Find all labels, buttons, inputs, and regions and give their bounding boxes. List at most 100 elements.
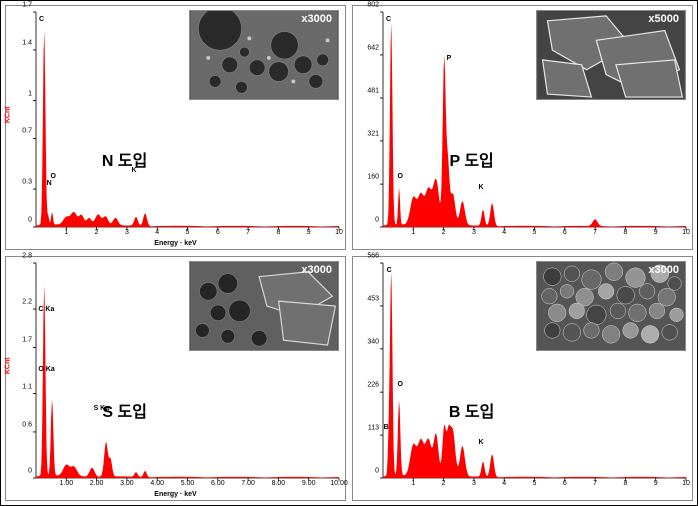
x-tick-label: 7.00 <box>241 480 255 487</box>
x-tick-label: 10 <box>682 229 690 236</box>
x-tick-label: 1 <box>411 480 415 487</box>
y-tick-label: 0 <box>28 468 32 475</box>
x-tick-label: 6 <box>563 229 567 236</box>
x-tick-label: 6 <box>563 480 567 487</box>
peak-label: C <box>39 16 44 23</box>
x-tick-label: 5 <box>533 480 537 487</box>
x-tick-label: 1 <box>411 229 415 236</box>
y-tick-label: 1.7 <box>22 337 32 344</box>
y-tick-label: 160 <box>367 174 379 181</box>
panel-title: S 도입 <box>102 398 147 422</box>
y-axis-label: KCnt <box>5 357 12 374</box>
y-tick-label: 113 <box>368 425 379 432</box>
x-tick-label: 8 <box>276 229 280 236</box>
peak-label: O <box>398 381 403 388</box>
sem-inset-image: x3000 <box>189 261 339 351</box>
x-tick-label: 4 <box>155 229 159 236</box>
peak-label: K <box>478 184 483 191</box>
x-tick-label: 9 <box>307 229 311 236</box>
peak-label: C <box>387 267 392 274</box>
x-tick-label: 8 <box>623 480 627 487</box>
x-tick-label: 1.00 <box>59 480 73 487</box>
x-tick-label: 8.00 <box>272 480 286 487</box>
x-tick-label: 5.00 <box>181 480 195 487</box>
magnification-label: x3000 <box>301 13 332 25</box>
y-tick-label: 0 <box>375 217 379 224</box>
y-tick-label: 0.6 <box>22 421 32 428</box>
y-tick-label: 340 <box>367 338 379 345</box>
y-tick-label: 2.8 <box>22 253 32 260</box>
y-axis-ticks: 00.61.11.72.22.8 <box>10 263 34 478</box>
x-axis-label: Energy · keV <box>154 491 196 498</box>
panel-title: P 도입 <box>450 147 494 171</box>
y-axis-ticks: 00.30.711.41.7 <box>10 12 34 227</box>
x-tick-label: 4 <box>502 480 506 487</box>
y-tick-label: 2.2 <box>22 299 32 306</box>
sem-inset-image: x3000 <box>536 261 686 351</box>
x-tick-label: 3.00 <box>120 480 134 487</box>
x-tick-label: 4.00 <box>150 480 164 487</box>
y-axis-ticks: 0113226340453566 <box>357 263 381 478</box>
y-tick-label: 1.7 <box>22 2 32 9</box>
x-tick-label: 6.00 <box>211 480 225 487</box>
x-axis-ticks: 12345678910 <box>383 229 686 237</box>
peak-label: O Ka <box>38 366 54 373</box>
y-axis-ticks: 0160321481642802 <box>357 12 381 227</box>
panel-n: CNOK00.30.711.41.712345678910KCntEnergy … <box>5 5 346 250</box>
x-axis-ticks: 12345678910 <box>36 229 339 237</box>
peak-label: C <box>386 16 391 23</box>
x-tick-label: 1 <box>64 229 68 236</box>
x-tick-label: 8 <box>623 229 627 236</box>
y-tick-label: 1.4 <box>22 39 32 46</box>
x-tick-label: 6 <box>216 229 220 236</box>
y-tick-label: 0 <box>375 468 379 475</box>
magnification-label: x5000 <box>648 13 679 25</box>
x-tick-label: 7 <box>593 229 597 236</box>
x-tick-label: 7 <box>593 480 597 487</box>
peak-label: K <box>478 439 483 446</box>
x-tick-label: 10 <box>335 229 343 236</box>
x-tick-label: 10.00 <box>330 480 348 487</box>
x-tick-label: 3 <box>125 229 129 236</box>
x-tick-label: 7 <box>246 229 250 236</box>
y-tick-label: 226 <box>367 382 379 389</box>
magnification-label: x3000 <box>301 264 332 276</box>
y-tick-label: 1 <box>28 90 32 97</box>
y-tick-label: 0.7 <box>22 128 32 135</box>
panel-b: BCOK011322634045356612345678910B 도입x3000 <box>352 256 693 501</box>
y-tick-label: 321 <box>367 130 379 137</box>
x-tick-label: 2.00 <box>90 480 104 487</box>
y-tick-label: 481 <box>367 88 379 95</box>
peak-label: O <box>51 173 56 180</box>
panel-s: C KaO KaS Ka00.61.11.72.22.81.002.003.00… <box>5 256 346 501</box>
y-tick-label: 566 <box>367 253 379 260</box>
peak-label: B <box>384 424 389 431</box>
y-tick-label: 642 <box>367 44 379 51</box>
x-tick-label: 9 <box>654 480 658 487</box>
x-tick-label: 5 <box>186 229 190 236</box>
x-tick-label: 2 <box>442 229 446 236</box>
panel-p: COPK016032148164280212345678910P 도입x5000 <box>352 5 693 250</box>
x-tick-label: 9 <box>654 229 658 236</box>
x-axis-ticks: 12345678910 <box>383 480 686 488</box>
magnification-label: x3000 <box>648 264 679 276</box>
y-axis-label: KCnt <box>5 106 12 123</box>
peak-label: P <box>447 55 452 62</box>
peak-label: N <box>47 180 52 187</box>
y-tick-label: 0.3 <box>22 179 32 186</box>
x-tick-label: 2 <box>442 480 446 487</box>
peak-label: C Ka <box>38 306 54 313</box>
x-tick-label: 10 <box>682 480 690 487</box>
x-axis-label: Energy · keV <box>154 240 196 247</box>
y-tick-label: 0 <box>28 217 32 224</box>
x-tick-label: 9.00 <box>302 480 316 487</box>
y-tick-label: 453 <box>367 295 379 302</box>
peak-label: O <box>398 173 403 180</box>
y-tick-label: 1.1 <box>22 383 32 390</box>
x-tick-label: 3 <box>472 480 476 487</box>
sem-inset-image: x3000 <box>189 10 339 100</box>
y-tick-label: 802 <box>367 2 379 9</box>
x-tick-label: 4 <box>502 229 506 236</box>
sem-inset-image: x5000 <box>536 10 686 100</box>
x-tick-label: 5 <box>533 229 537 236</box>
